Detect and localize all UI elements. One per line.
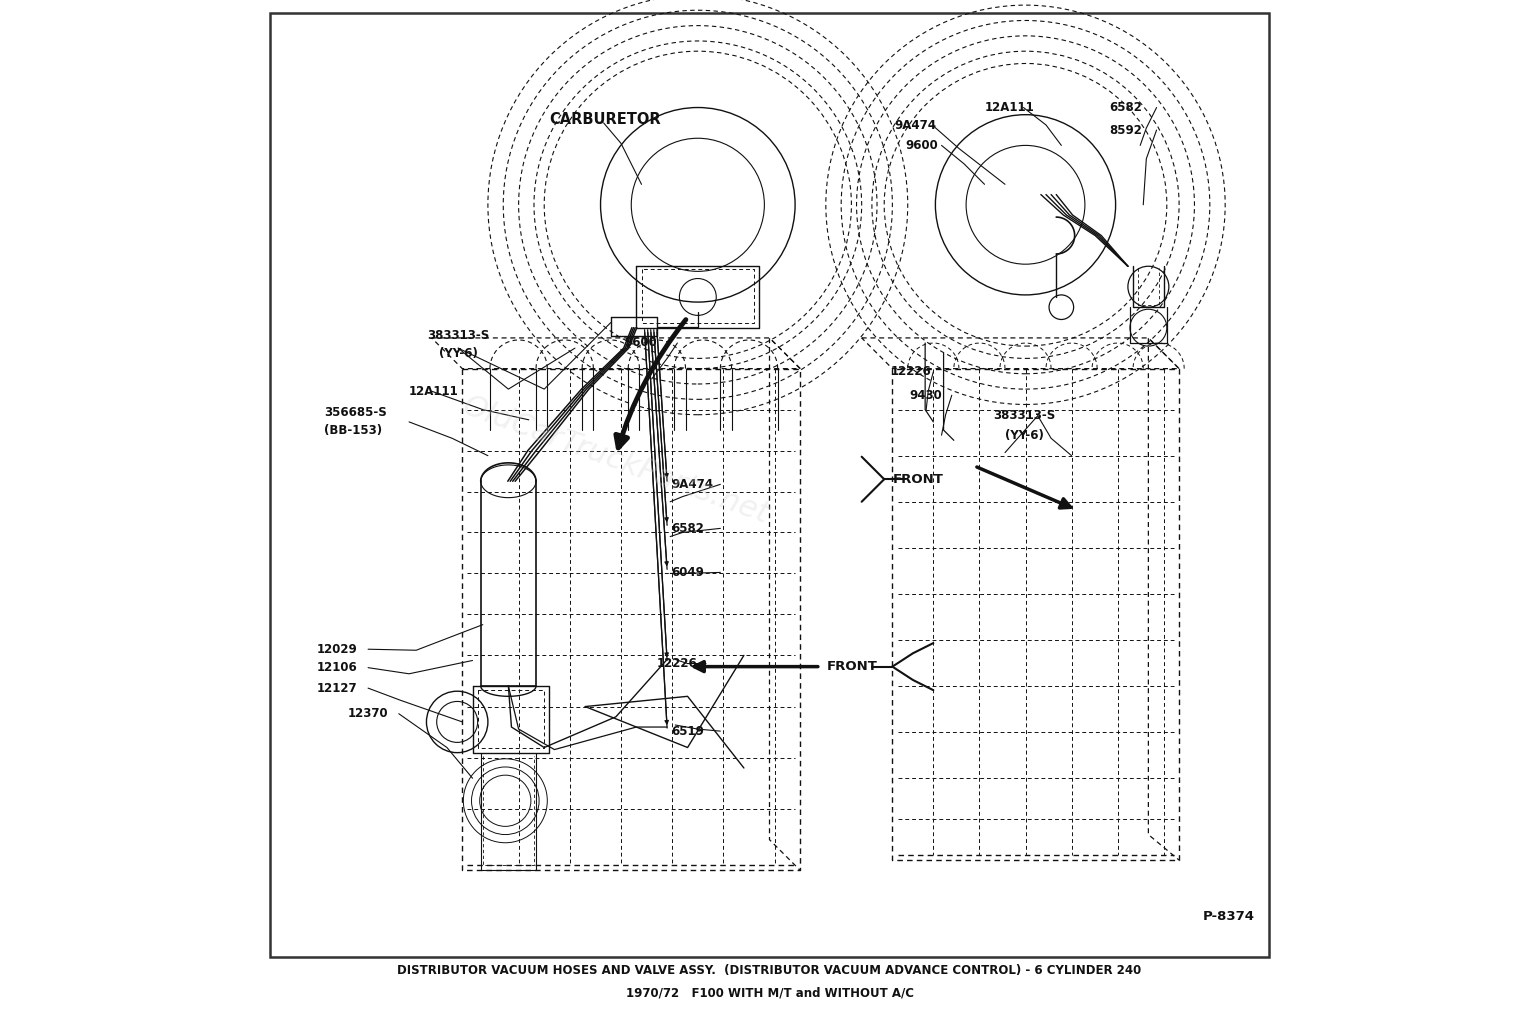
Text: 1970/72   F100 WITH M/T and WITHOUT A/C: 1970/72 F100 WITH M/T and WITHOUT A/C: [625, 987, 914, 999]
Text: 9A474: 9A474: [894, 120, 936, 132]
Text: 383313-S: 383313-S: [993, 410, 1054, 422]
Text: 356685-S: 356685-S: [325, 407, 386, 419]
Text: 12106: 12106: [317, 662, 357, 674]
Text: 383313-S: 383313-S: [428, 330, 489, 342]
Text: (YY-6): (YY-6): [1005, 429, 1043, 441]
Text: FRONT: FRONT: [893, 473, 943, 485]
Text: 9600: 9600: [905, 139, 939, 152]
Text: OldCarTruckParts.net: OldCarTruckParts.net: [459, 392, 773, 529]
Text: CARBURETOR: CARBURETOR: [549, 113, 660, 127]
Text: 12127: 12127: [317, 682, 357, 694]
Text: 12370: 12370: [348, 708, 388, 720]
Text: 6582: 6582: [1110, 101, 1142, 114]
Text: FRONT: FRONT: [826, 660, 877, 673]
Text: 9A474: 9A474: [671, 478, 713, 490]
Text: (YY-6): (YY-6): [439, 347, 477, 359]
Text: 12226: 12226: [657, 657, 697, 670]
Text: 12A111: 12A111: [409, 385, 459, 397]
Text: 6049: 6049: [671, 566, 703, 579]
Text: 12029: 12029: [317, 643, 357, 655]
Text: 6582: 6582: [671, 522, 703, 535]
Text: 12226: 12226: [891, 366, 931, 378]
Text: 9430: 9430: [910, 389, 942, 401]
Text: 12A111: 12A111: [985, 101, 1034, 114]
Text: DISTRIBUTOR VACUUM HOSES AND VALVE ASSY.  (DISTRIBUTOR VACUUM ADVANCE CONTROL) -: DISTRIBUTOR VACUUM HOSES AND VALVE ASSY.…: [397, 965, 1142, 977]
Text: 6519: 6519: [671, 725, 703, 737]
Text: (BB-153): (BB-153): [325, 424, 382, 436]
Text: 8592: 8592: [1110, 124, 1142, 136]
Text: P-8374: P-8374: [1203, 910, 1254, 923]
Text: 9600: 9600: [625, 336, 657, 348]
